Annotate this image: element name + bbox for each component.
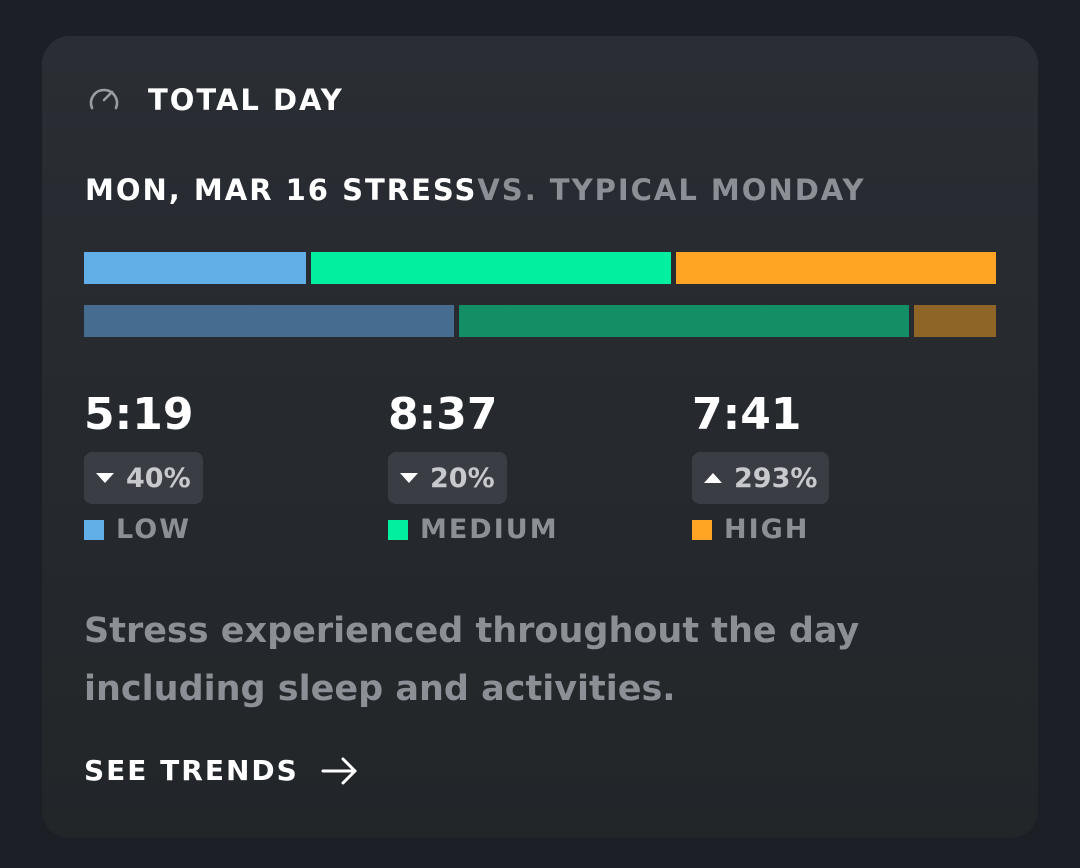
legend-medium-swatch <box>388 519 408 540</box>
stat-low: 5:19 40% LOW <box>84 388 203 545</box>
legend-medium: MEDIUM <box>388 514 559 545</box>
legend-low: LOW <box>84 514 203 545</box>
stat-high-change-badge: 293% <box>692 452 830 504</box>
legend-high: HIGH <box>692 514 829 545</box>
legend-medium-label: MEDIUM <box>420 514 559 545</box>
see-trends-link[interactable]: SEE TRENDS <box>84 754 359 787</box>
current-bar-segment-high <box>676 252 996 284</box>
up-triangle-icon <box>704 473 722 483</box>
legend-high-label: HIGH <box>724 514 810 545</box>
total-day-card: TOTAL DAY MON, MAR 16 STRESSVS. TYPICAL … <box>42 36 1038 838</box>
stat-low-change: 40% <box>126 462 191 494</box>
arrow-right-icon <box>321 756 359 786</box>
stat-high-change: 293% <box>734 462 818 494</box>
stat-medium-value: 8:37 <box>388 389 498 440</box>
stat-low-change-badge: 40% <box>84 452 203 504</box>
date-stress-label: MON, MAR 16 STRESS <box>85 173 478 207</box>
stat-medium-change-badge: 20% <box>388 452 507 504</box>
legend-high-swatch <box>692 519 712 540</box>
legend-low-label: LOW <box>116 514 191 545</box>
current-bar-segment-low <box>84 252 306 284</box>
stat-high-value: 7:41 <box>692 389 802 440</box>
legend-low-swatch <box>84 519 104 540</box>
typical-monday-stress-bar <box>84 305 996 337</box>
comparison-label: VS. TYPICAL MONDAY <box>477 173 866 207</box>
stat-medium-change: 20% <box>430 462 495 494</box>
gauge-icon <box>86 82 122 118</box>
stat-low-value: 5:19 <box>84 389 194 440</box>
stat-high: 7:41 293% HIGH <box>692 388 830 545</box>
card-header: TOTAL DAY <box>86 82 344 118</box>
card-title: TOTAL DAY <box>148 83 344 117</box>
down-triangle-icon <box>400 473 418 483</box>
typical-bar-segment-medium <box>459 305 909 337</box>
current-bar-segment-medium <box>311 252 671 284</box>
typical-bar-segment-high <box>914 305 996 337</box>
chart-subtitle: MON, MAR 16 STRESSVS. TYPICAL MONDAY <box>85 173 865 207</box>
see-trends-label: SEE TRENDS <box>84 754 299 787</box>
card-description: Stress experienced throughout the day in… <box>84 611 860 709</box>
stat-medium: 8:37 20% MEDIUM <box>388 388 559 545</box>
typical-bar-segment-low <box>84 305 454 337</box>
current-day-stress-bar <box>84 252 996 284</box>
down-triangle-icon <box>96 473 114 483</box>
